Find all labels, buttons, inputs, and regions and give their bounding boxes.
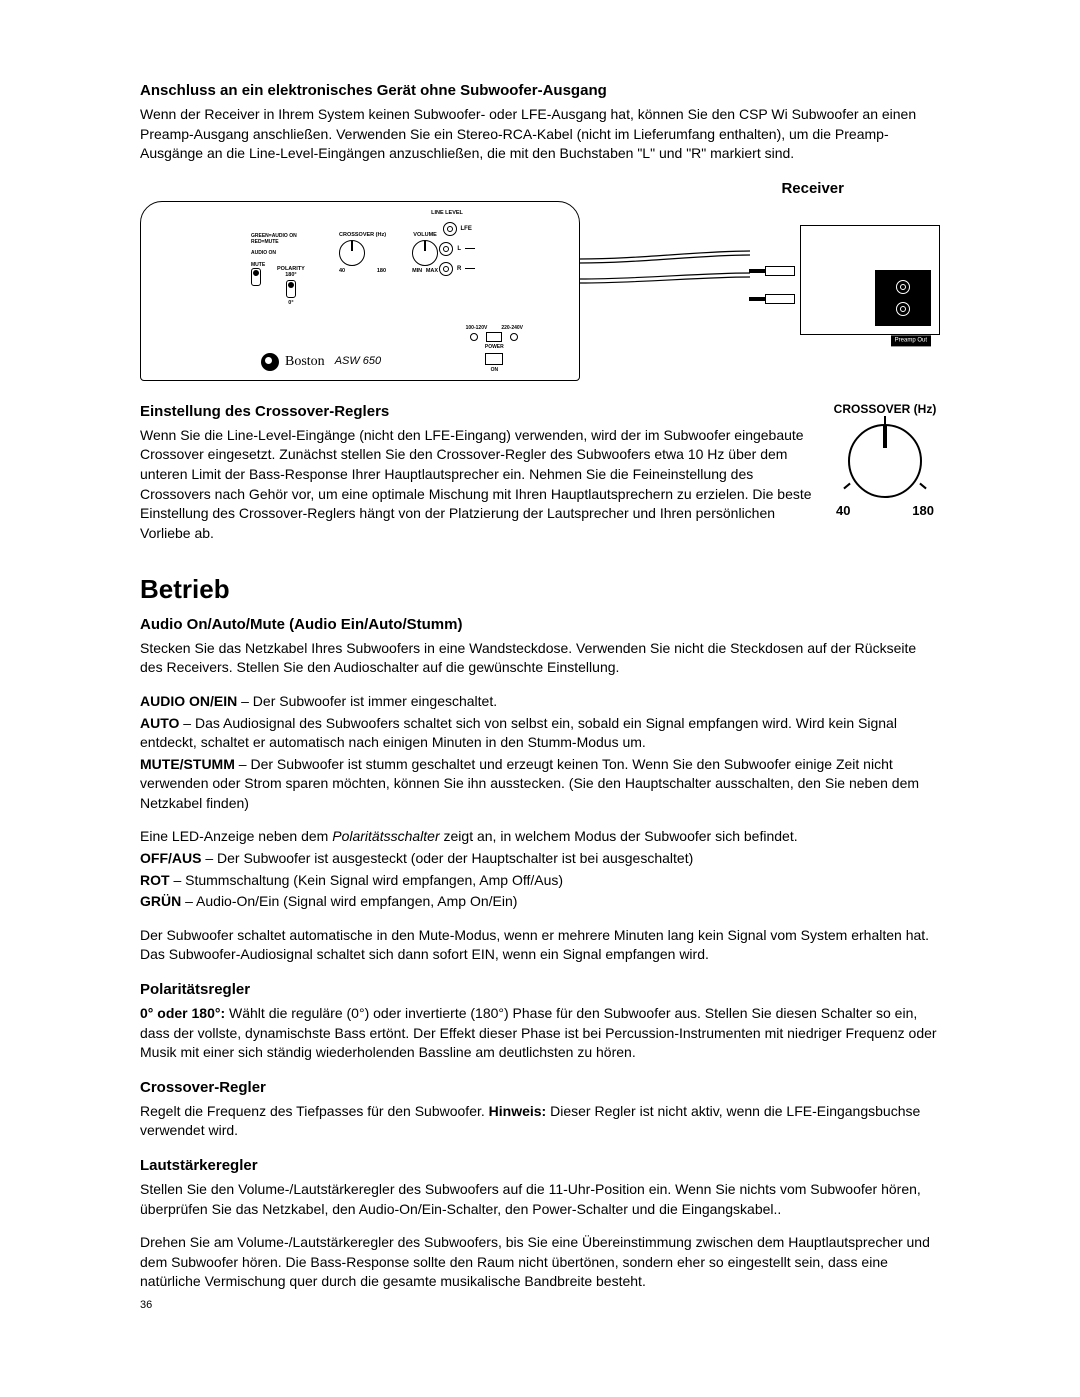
- vol-p2: Drehen Sie am Volume-/Lautstärkeregler d…: [140, 1233, 940, 1292]
- auto-mute-p: Der Subwoofer schaltet automatische in d…: [140, 926, 940, 965]
- volume-knob: VOLUME MINMAX: [412, 232, 438, 274]
- polar-title: Polaritätsregler: [140, 979, 940, 1000]
- rot-line: ROT – Stummschaltung (Kein Signal wird e…: [140, 871, 940, 891]
- mute-line: MUTE/STUMM – Der Subwoofer ist stumm ges…: [140, 755, 940, 814]
- status-labels: GREEN=AUDIO ON RED=MUTE AUDIO ON MUTE: [251, 234, 297, 269]
- audio-switch: [251, 266, 261, 306]
- off-line: OFF/AUS – Der Subwoofer ist ausgesteckt …: [140, 849, 940, 869]
- sec1-title: Anschluss an ein elektronisches Gerät oh…: [140, 80, 940, 101]
- grun-line: GRÜN – Audio-On/Ein (Signal wird empfang…: [140, 892, 940, 912]
- preamp-out-label: Preamp Out: [891, 336, 931, 346]
- betrieb-title: Betrieb: [140, 571, 940, 607]
- cross-title: Crossover-Regler: [140, 1077, 940, 1098]
- page-number: 36: [140, 1298, 940, 1313]
- rca-inputs: LFE L R: [439, 222, 475, 276]
- power-block: 100-120V220-240V POWER ON: [466, 325, 523, 374]
- sec2-title: Einstellung des Crossover-Reglers: [140, 401, 812, 422]
- auto-line: AUTO – Das Audiosignal des Subwoofers sc…: [140, 714, 940, 753]
- vol-p1: Stellen Sie den Volume-/Lautstärkeregler…: [140, 1180, 940, 1219]
- polar-body: 0° oder 180°: Wählt die reguläre (0°) od…: [140, 1004, 940, 1063]
- polarity-switch: POLARITY 180° 0°: [277, 266, 305, 306]
- subwoofer-panel: LINE LEVEL GREEN=AUDIO ON RED=MUTE AUDIO…: [140, 201, 580, 381]
- sec1-body: Wenn der Receiver in Ihrem System keinen…: [140, 105, 940, 164]
- vol-title: Lautstärkeregler: [140, 1155, 940, 1176]
- receiver-panel: Preamp Out: [800, 201, 940, 381]
- line-level-label: LINE LEVEL: [427, 210, 467, 218]
- led-line: Eine LED-Anzeige neben dem Polaritätssch…: [140, 827, 940, 847]
- jack-r: [749, 294, 795, 304]
- crossover-knob: CROSSOVER (Hz) 40180: [339, 232, 386, 274]
- connection-diagram: Receiver LINE LEVEL GREEN=AUDIO ON RED=M…: [140, 178, 940, 381]
- audio-on-line: AUDIO ON/EIN – Der Subwoofer ist immer e…: [140, 692, 940, 712]
- crossover-dial-figure: CROSSOVER (Hz) 40 180: [830, 401, 940, 520]
- jack-l: [749, 266, 795, 276]
- sec2-body: Wenn Sie die Line-Level-Eingänge (nicht …: [140, 426, 812, 544]
- boston-logo: Boston ASW 650: [261, 352, 381, 372]
- receiver-label: Receiver: [140, 178, 940, 199]
- audio-mode-intro: Stecken Sie das Netzkabel Ihres Subwoofe…: [140, 639, 940, 678]
- cross-body: Regelt die Frequenz des Tiefpasses für d…: [140, 1102, 940, 1141]
- switch-group: POLARITY 180° 0°: [251, 266, 305, 306]
- audio-mode-title: Audio On/Auto/Mute (Audio Ein/Auto/Stumm…: [140, 614, 940, 635]
